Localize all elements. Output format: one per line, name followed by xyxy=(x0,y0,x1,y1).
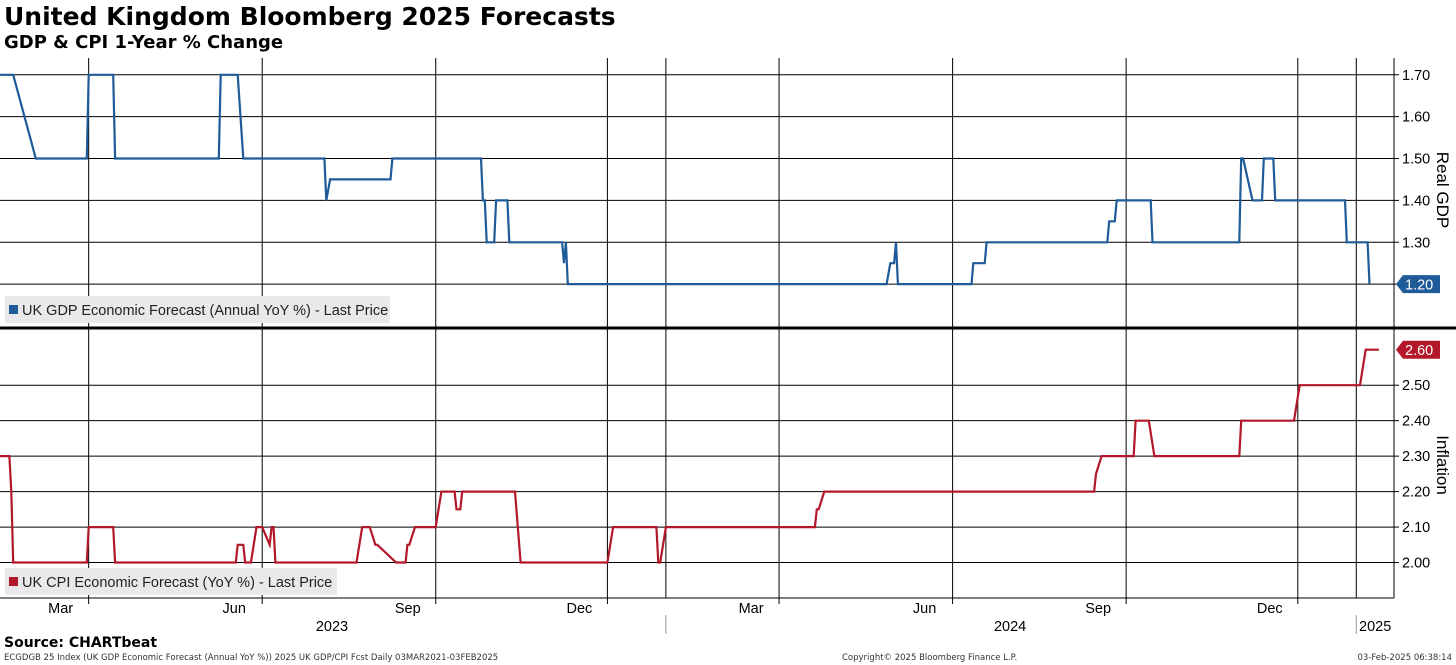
cpi-last-value-label: 2.60 xyxy=(1405,343,1433,359)
gdp-last-value-label: 1.20 xyxy=(1405,278,1433,294)
cpi-y-tick-label: 2.20 xyxy=(1402,485,1430,501)
last-value-tags: 1.20 2.60 xyxy=(1396,275,1440,359)
cpi-legend: UK CPI Economic Forecast (YoY %) - Last … xyxy=(5,568,337,595)
cpi-series-line xyxy=(0,348,1379,564)
cpi-legend-swatch xyxy=(9,577,18,586)
chart-subtitle: GDP & CPI 1-Year % Change xyxy=(4,32,284,53)
cpi-panel-grid xyxy=(0,384,1394,564)
gdp-legend-swatch xyxy=(9,305,18,314)
gdp-y-tick-label: 1.30 xyxy=(1402,235,1430,251)
gdp-y-tick-label: 1.40 xyxy=(1402,193,1430,209)
x-year-label: 2024 xyxy=(994,619,1026,635)
x-month-labels: Mar Jun Sep Dec Mar Jun Sep Dec xyxy=(48,598,1299,617)
source-note: Source: CHARTbeat xyxy=(4,635,158,651)
footer-timestamp: 03-Feb-2025 06:38:14 xyxy=(1357,653,1452,663)
footer-ticker: ECGDGB 25 Index (UK GDP Economic Forecas… xyxy=(4,653,499,663)
gdp-last-value-tag: 1.20 xyxy=(1396,275,1440,294)
gdp-y-tick-label: 1.50 xyxy=(1402,152,1430,168)
cpi-y-tick-label: 2.00 xyxy=(1402,556,1430,572)
x-month-label: Mar xyxy=(48,601,73,617)
cpi-y-tick-label: 2.10 xyxy=(1402,520,1430,536)
gdp-y-tick-label: 1.70 xyxy=(1402,68,1430,84)
gdp-legend-label: UK GDP Economic Forecast (Annual YoY %) … xyxy=(22,303,388,319)
x-month-label: Dec xyxy=(567,601,593,617)
cpi-y-tick-label: 2.30 xyxy=(1402,449,1430,465)
cpi-y-tick-label: 2.40 xyxy=(1402,414,1430,430)
gdp-panel-grid xyxy=(0,74,1394,285)
x-month-label: Jun xyxy=(913,601,936,617)
cpi-y-tick-labels: 2.50 2.40 2.30 2.20 2.10 2.00 xyxy=(1394,378,1430,572)
x-year-label: 2025 xyxy=(1359,619,1391,635)
x-year-label: 2023 xyxy=(316,619,348,635)
x-month-label: Sep xyxy=(395,601,421,617)
x-month-label: Sep xyxy=(1085,601,1111,617)
footer-copyright: Copyright© 2025 Bloomberg Finance L.P. xyxy=(842,653,1018,663)
x-month-label: Dec xyxy=(1257,601,1283,617)
gdp-legend: UK GDP Economic Forecast (Annual YoY %) … xyxy=(5,296,390,323)
gdp-y-tick-label: 1.60 xyxy=(1402,110,1430,126)
x-month-label: Jun xyxy=(223,601,246,617)
x-month-label: Mar xyxy=(739,601,764,617)
cpi-y-axis-label: Inflation xyxy=(1433,435,1452,495)
cpi-legend-label: UK CPI Economic Forecast (YoY %) - Last … xyxy=(22,575,332,591)
gdp-y-tick-labels: 1.70 1.60 1.50 1.40 1.30 1.20 xyxy=(1394,68,1430,293)
chart-title: United Kingdom Bloomberg 2025 Forecasts xyxy=(4,2,616,31)
cpi-last-value-tag: 2.60 xyxy=(1396,340,1440,359)
cpi-y-tick-label: 2.50 xyxy=(1402,378,1430,394)
x-year-labels: 2023 2024 2025 xyxy=(316,615,1391,635)
gdp-y-axis-label: Real GDP xyxy=(1433,152,1452,229)
gdp-series-line xyxy=(0,73,1371,286)
